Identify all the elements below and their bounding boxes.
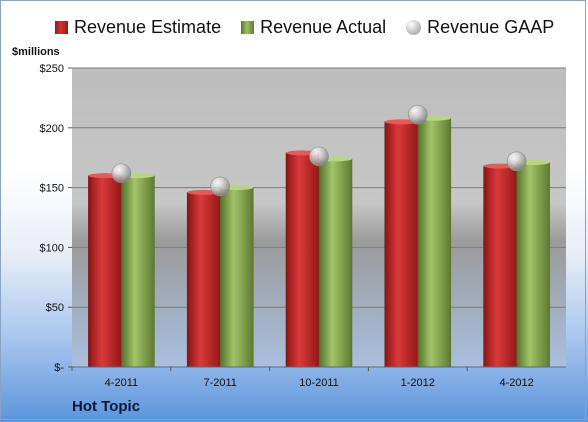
legend-swatch-gaap bbox=[406, 20, 422, 35]
bar-actual bbox=[219, 187, 254, 368]
y-tick-label: $150 bbox=[40, 183, 64, 195]
gaap-marker bbox=[111, 163, 132, 184]
y-tick-label: $100 bbox=[40, 242, 64, 254]
bar-estimate bbox=[384, 121, 419, 368]
bar-estimate bbox=[285, 152, 320, 368]
x-axis-tick-labels: 4-2011 7-2011 10-2011 1-2012 4-2012 bbox=[71, 367, 534, 389]
bar-estimate-top bbox=[384, 119, 418, 125]
legend-item-gaap: Revenue GAAP bbox=[406, 17, 554, 38]
bar-actual bbox=[318, 158, 353, 368]
bar-estimate bbox=[483, 165, 517, 368]
x-tick-label: 10-2011 bbox=[299, 377, 339, 389]
x-tick-label: 1-2012 bbox=[401, 377, 435, 389]
y-tick-label: $- bbox=[54, 362, 64, 374]
legend-swatch-estimate bbox=[55, 21, 68, 34]
legend-label-estimate: Revenue Estimate bbox=[74, 17, 222, 37]
bar-actual bbox=[516, 162, 550, 368]
y-axis-unit-label: $millions bbox=[12, 46, 60, 58]
gaap-markers bbox=[111, 104, 527, 197]
y-tick-label: $250 bbox=[40, 63, 64, 75]
bars bbox=[88, 115, 550, 368]
bar-estimate bbox=[88, 175, 122, 368]
legend-label-gaap: Revenue GAAP bbox=[427, 17, 555, 37]
gaap-marker bbox=[210, 176, 230, 197]
gaap-marker bbox=[506, 151, 527, 172]
y-axis-tick-labels: $- $50 $100 $150 $200 $250 bbox=[40, 63, 65, 374]
y-tick-label: $50 bbox=[46, 302, 64, 314]
gaap-marker bbox=[309, 146, 329, 167]
legend-label-actual: Revenue Actual bbox=[260, 17, 387, 37]
y-tick-label: $200 bbox=[40, 123, 64, 135]
legend-item-actual: Revenue Actual bbox=[241, 17, 386, 38]
bar-actual bbox=[417, 117, 452, 368]
x-tick-label: 4-2011 bbox=[105, 377, 138, 389]
company-name: Hot Topic bbox=[72, 398, 141, 415]
bar-estimate bbox=[186, 192, 221, 368]
bar-actual bbox=[121, 175, 155, 368]
legend-item-estimate: Revenue Estimate bbox=[55, 17, 221, 38]
legend-swatch-actual bbox=[241, 21, 255, 34]
legend: Revenue Estimate Revenue Actual Revenue … bbox=[55, 17, 554, 38]
gaap-marker bbox=[407, 104, 428, 125]
x-tick-label: 7-2011 bbox=[203, 377, 236, 389]
x-tick-label: 4-2012 bbox=[499, 377, 533, 389]
